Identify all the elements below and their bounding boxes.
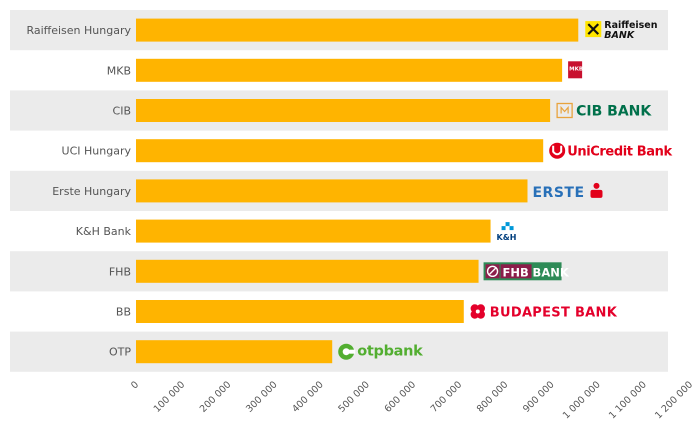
category-label: Erste Hungary	[52, 185, 131, 198]
bar	[136, 179, 528, 203]
bar	[136, 300, 464, 323]
svg-text:MKB: MKB	[569, 66, 583, 72]
bar	[136, 99, 551, 122]
bars	[136, 18, 579, 364]
otp-logo: otpbank	[338, 343, 423, 360]
bar	[136, 219, 491, 243]
bar	[136, 340, 333, 364]
x-axis-tick-labels: 0 100 000 200 000 300 000 400 000 500 000 600 …	[129, 379, 695, 421]
x-tick-label: 500 000	[336, 379, 372, 415]
kh-logo: K&H	[497, 222, 517, 242]
bar	[136, 259, 479, 283]
svg-text:ERSTE: ERSTE	[532, 185, 584, 201]
x-tick-label: 600 000	[383, 379, 419, 415]
category-labels: Raiffeisen Hungary MKB CIB UCI Hungary Erste…	[26, 24, 131, 359]
svg-text:CIB BANK: CIB BANK	[576, 104, 652, 120]
x-tick-label: 1 100 000	[607, 379, 649, 421]
x-tick-label: 1 200 000	[653, 379, 695, 421]
svg-text:FHB: FHB	[503, 265, 529, 279]
category-label: UCI Hungary	[62, 145, 132, 158]
x-tick-label: 800 000	[475, 379, 511, 415]
bar	[136, 58, 563, 82]
mkb-logo: MKB	[568, 61, 583, 79]
svg-text:otpbank: otpbank	[357, 344, 423, 360]
fhb-logo: FHB BANK	[483, 262, 570, 281]
erste-logo: ERSTE	[532, 182, 603, 201]
x-tick-label: 0	[129, 379, 141, 391]
x-tick-label: 1 000 000	[561, 379, 603, 421]
x-tick-label: 200 000	[198, 379, 234, 415]
budapest-bank-logo: BUDAPEST BANK	[470, 304, 618, 321]
svg-text:K&H: K&H	[497, 233, 517, 242]
category-label: Raiffeisen Hungary	[26, 24, 131, 37]
category-label: MKB	[107, 64, 131, 77]
category-label: K&H Bank	[76, 225, 132, 238]
cib-logo: CIB BANK	[556, 102, 652, 120]
svg-text:BUDAPEST BANK: BUDAPEST BANK	[490, 306, 618, 321]
bar	[136, 139, 544, 163]
svg-text:BANK: BANK	[533, 265, 570, 279]
category-label: OTP	[109, 346, 131, 359]
x-tick-label: 400 000	[290, 379, 326, 415]
svg-text:BANK: BANK	[604, 30, 635, 41]
x-tick-label: 900 000	[521, 379, 557, 415]
category-label: BB	[116, 306, 131, 319]
category-label: FHB	[109, 265, 131, 278]
x-tick-label: 100 000	[152, 379, 188, 415]
x-tick-label: 700 000	[429, 379, 465, 415]
svg-text:UniCredit Bank: UniCredit Bank	[567, 145, 672, 160]
unicredit-logo: UniCredit Bank	[549, 142, 673, 160]
bar	[136, 18, 579, 42]
category-label: CIB	[113, 105, 131, 118]
x-tick-label: 300 000	[244, 379, 280, 415]
svg-text:Raiffeisen: Raiffeisen	[604, 20, 657, 31]
